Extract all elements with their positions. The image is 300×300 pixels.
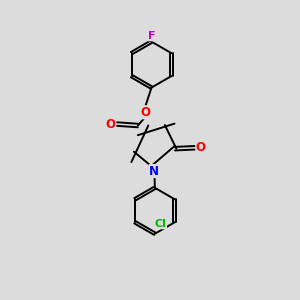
Text: O: O [141,106,151,119]
Text: Cl: Cl [154,219,166,229]
Text: F: F [148,31,155,41]
Text: O: O [196,141,206,154]
Text: N: N [149,164,159,178]
Text: O: O [106,118,116,130]
